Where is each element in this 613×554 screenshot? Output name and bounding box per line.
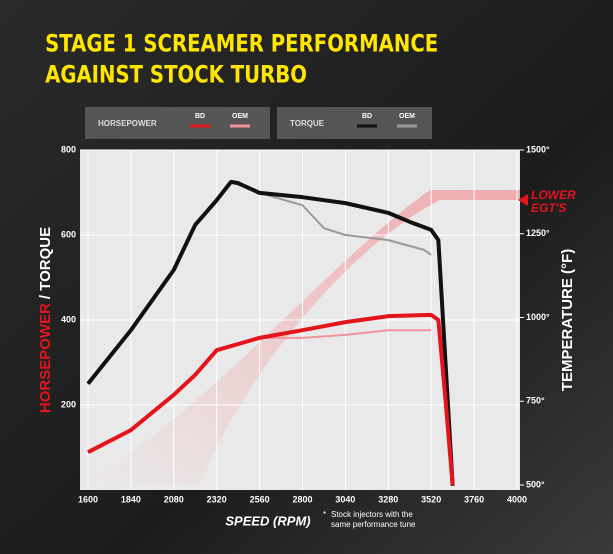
y2-tick-label: 750°: [526, 396, 545, 406]
x-tick-label: 3520: [421, 494, 441, 504]
legend-box: [277, 107, 432, 139]
x-tick-label: 2080: [164, 494, 184, 504]
x-tick-label: 3280: [378, 494, 398, 504]
y-tick-label: 800: [61, 144, 76, 154]
legend-label: BD: [195, 113, 205, 120]
x-tick-label: 1840: [121, 494, 141, 504]
x-tick-label: 1600: [78, 494, 98, 504]
chart-title: AGAINST STOCK TURBO: [45, 62, 307, 89]
y2-tick-label: 500°: [526, 479, 545, 489]
footnote: Stock injectors with the: [331, 510, 413, 519]
x-tick-label: 3040: [335, 494, 355, 504]
x-axis-label: SPEED (RPM): [225, 513, 310, 528]
x-tick-label: 4000: [507, 494, 527, 504]
x-tick-label: 2560: [250, 494, 270, 504]
annotation: LOWER: [531, 188, 576, 202]
y2-tick-label: 1000°: [526, 312, 550, 322]
y-axis-label-part: / TORQUE: [37, 227, 54, 299]
footnote: *: [323, 510, 326, 519]
y2-tick-label: 1500°: [526, 144, 550, 154]
series-line: [86, 179, 455, 486]
x-tick-label: 2320: [207, 494, 227, 504]
legend-title: HORSEPOWER: [98, 119, 157, 128]
egt-arrow: [518, 194, 528, 206]
y-axis-label: HORSEPOWER / TORQUE: [37, 227, 54, 413]
x-tick-label: 2800: [292, 494, 312, 504]
y-tick-label: 600: [61, 229, 76, 239]
legend-label: BD: [362, 113, 372, 120]
y-axis-label-part: HORSEPOWER: [37, 303, 54, 413]
legend-title: TORQUE: [290, 119, 325, 128]
egt-band: [80, 190, 520, 485]
footnote: same performance tune: [331, 520, 416, 529]
legend-label: OEM: [232, 113, 248, 120]
y-tick-label: 400: [61, 314, 76, 324]
chart-title: STAGE 1 SCREAMER PERFORMANCE: [45, 31, 438, 58]
legend-box: [85, 107, 270, 139]
y2-axis-label: TEMPERATURE (°F): [559, 249, 576, 391]
y-tick-label: 200: [61, 399, 76, 409]
annotation: EGT'S: [531, 201, 567, 215]
y2-tick-label: 1250°: [526, 228, 550, 238]
x-tick-label: 3760: [464, 494, 484, 504]
series-line: [87, 312, 455, 486]
legend-label: OEM: [399, 113, 415, 120]
